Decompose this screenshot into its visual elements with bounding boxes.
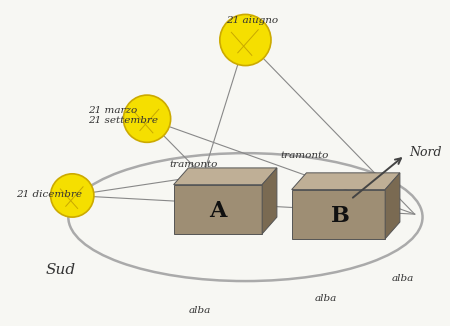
Polygon shape <box>174 168 277 185</box>
Text: 21 marzo
21 settembre: 21 marzo 21 settembre <box>88 106 158 125</box>
Polygon shape <box>292 189 385 239</box>
Text: Sud: Sud <box>45 263 76 277</box>
Text: B: B <box>332 205 350 227</box>
Polygon shape <box>385 173 400 239</box>
Text: alba: alba <box>189 306 212 315</box>
Text: 21 dicembre: 21 dicembre <box>16 189 82 199</box>
Polygon shape <box>174 185 262 234</box>
Circle shape <box>220 14 271 66</box>
Polygon shape <box>262 168 277 234</box>
Text: 21 aiugno: 21 aiugno <box>226 16 278 25</box>
Text: Nord: Nord <box>410 146 442 159</box>
Text: A: A <box>209 200 226 222</box>
Circle shape <box>50 174 94 217</box>
Text: alba: alba <box>392 274 414 283</box>
Polygon shape <box>292 173 400 189</box>
Text: tramonto: tramonto <box>280 151 328 160</box>
Text: alba: alba <box>315 294 337 303</box>
Text: tramonto: tramonto <box>169 160 217 169</box>
Circle shape <box>123 95 171 142</box>
